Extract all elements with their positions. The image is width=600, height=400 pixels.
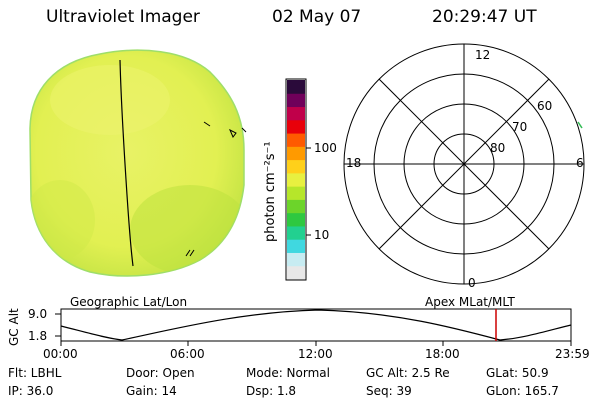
timeline-tick-label: 18:00: [425, 347, 460, 361]
date-label: 02 May 07: [272, 7, 362, 27]
info-gain: Gain: 14: [126, 384, 177, 398]
edge-mark: [185, 249, 195, 257]
colorbar-band: [287, 239, 305, 253]
timeline-ticks: [60, 341, 572, 346]
edge-mark: [203, 121, 211, 127]
timeline-tick-label: 12:00: [298, 347, 333, 361]
timeline-tick-label: 23:59: [555, 347, 590, 361]
colorbar-band: [287, 212, 305, 227]
colorbar-frame: [285, 78, 307, 281]
colorbar-band: [287, 225, 305, 240]
timeline-right-label: Apex MLat/MLT: [425, 295, 515, 309]
polar-label-12: 12: [475, 48, 491, 62]
colorbar-band: [287, 265, 305, 280]
colorbar-unit-label: photon cm⁻²s⁻¹: [263, 141, 278, 242]
instrument-title: Ultraviolet Imager: [46, 7, 200, 27]
timeline-left-label: Geographic Lat/Lon: [70, 295, 188, 309]
timeline-axis-title: GC Alt: [7, 308, 21, 346]
polar-plot: [343, 43, 585, 285]
colorbar-band: [287, 80, 305, 94]
info-glon: GLon: 165.7: [486, 384, 559, 398]
earth-disk-image: [29, 49, 247, 277]
time-label: 20:29:47 UT: [432, 7, 537, 27]
colorbar-band: [287, 146, 305, 161]
colorbar-tick-label-10: 10: [314, 228, 330, 242]
info-dsp: Dsp: 1.8: [246, 384, 297, 398]
edge-mark: [229, 128, 237, 138]
polar-label-0: 0: [468, 276, 476, 290]
colorbar-band: [287, 172, 305, 187]
info-ip: IP: 36.0: [8, 384, 54, 398]
info-gc-alt: GC Alt: 2.5 Re: [366, 366, 450, 380]
info-filter: Flt: LBHL: [8, 366, 62, 380]
colorbar-band: [287, 199, 305, 214]
colorbar-band: [287, 186, 305, 200]
polar-label-80: 80: [490, 141, 506, 155]
colorbar-band: [287, 252, 305, 267]
colorbar: [287, 80, 305, 280]
info-seq: Seq: 39: [366, 384, 412, 398]
altitude-curve: [60, 309, 572, 341]
edge-mark: [241, 127, 247, 133]
timeline-y-max: 9.0: [28, 307, 48, 321]
polar-label-70: 70: [512, 120, 528, 134]
polar-label-18: 18: [346, 156, 362, 170]
polar-label-60: 60: [537, 99, 553, 113]
polar-label-6: 6: [576, 156, 584, 170]
polar-data-mark: [577, 121, 583, 129]
info-mode: Mode: Normal: [246, 366, 330, 380]
polar-diagonal: [378, 78, 550, 250]
colorbar-band: [287, 119, 305, 134]
info-glat: GLat: 50.9: [486, 366, 549, 380]
colorbar-tick-label-100: 100: [314, 141, 337, 155]
colorbar-band: [287, 93, 305, 108]
timeline-y-min: 1.8: [28, 329, 48, 343]
colorbar-band: [287, 133, 305, 147]
meridian-line: [119, 59, 134, 267]
timeline-tick-label: 06:00: [170, 347, 205, 361]
colorbar-band: [287, 106, 305, 121]
info-door: Door: Open: [126, 366, 195, 380]
timeline-tick-label: 00:00: [43, 347, 78, 361]
colorbar-band: [287, 159, 305, 174]
